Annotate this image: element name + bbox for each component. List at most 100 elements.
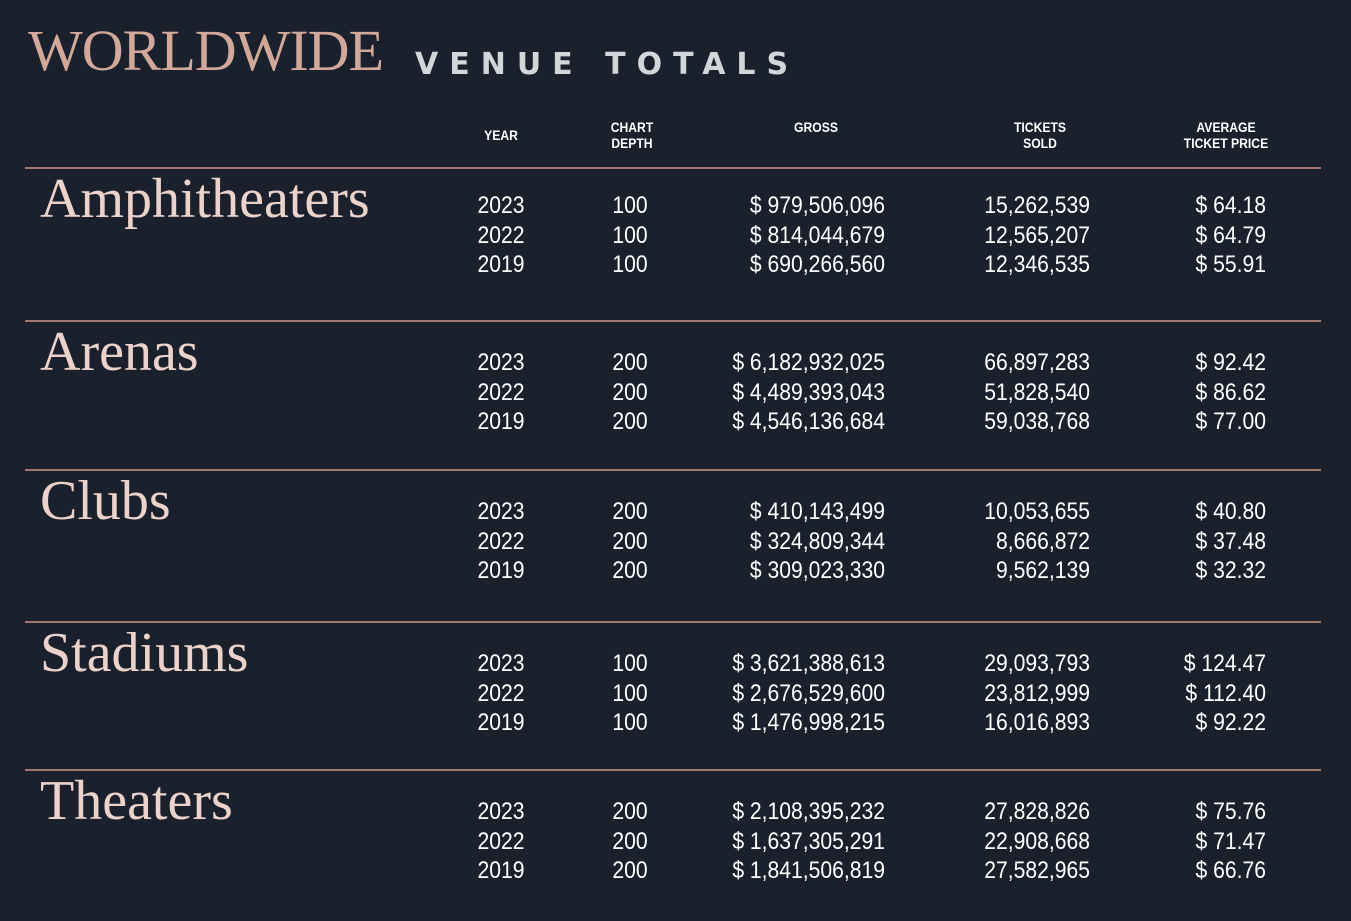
year-cell: 2023 — [477, 349, 525, 376]
table-row: 2022 200 $ 324,809,344 8,666,872 $ 37.48 — [25, 527, 1321, 557]
venue-name: Clubs — [40, 470, 171, 532]
average-price-cell: $ 77.00 — [1195, 408, 1266, 435]
header-average-ticket-price: AVERAGE TICKET PRICE — [1183, 120, 1269, 151]
average-price-cell: $ 64.18 — [1195, 192, 1266, 219]
table-row: 2023 200 $ 6,182,932,025 66,897,283 $ 92.42 — [25, 348, 1321, 378]
average-price-cell: $ 64.79 — [1195, 222, 1266, 249]
table-row: 2022 200 $ 1,637,305,291 22,908,668 $ 71.47 — [25, 827, 1321, 857]
chart-depth-cell: 200 — [612, 798, 648, 825]
chart-depth-cell: 100 — [612, 192, 648, 219]
year-cell: 2022 — [477, 379, 525, 406]
chart-depth-cell: 200 — [612, 379, 648, 406]
venue-section: Stadiums 2023 100 $ 3,621,388,613 29,093,793… — [25, 621, 1321, 773]
gross-cell: $ 2,108,395,232 — [732, 798, 885, 825]
chart-depth-cell: 200 — [612, 557, 648, 584]
section-divider — [25, 167, 1321, 169]
table-row: 2019 200 $ 1,841,506,819 27,582,965 $ 66.76 — [25, 856, 1321, 886]
tickets-sold-cell: 8,666,872 — [996, 528, 1090, 555]
year-cell: 2019 — [477, 709, 525, 736]
gross-cell: $ 1,841,506,819 — [732, 857, 885, 884]
year-cell: 2023 — [477, 650, 525, 677]
gross-cell: $ 4,489,393,043 — [732, 379, 885, 406]
chart-depth-cell: 200 — [612, 528, 648, 555]
chart-depth-cell: 100 — [612, 650, 648, 677]
header-chart-depth: CHART DEPTH — [610, 120, 654, 151]
venue-section: Amphitheaters 2023 100 $ 979,506,096 15,262,… — [25, 167, 1321, 319]
tickets-sold-cell: 59,038,768 — [984, 408, 1090, 435]
year-cell: 2022 — [477, 222, 525, 249]
chart-depth-cell: 100 — [612, 222, 648, 249]
section-divider — [25, 469, 1321, 471]
year-cell: 2019 — [477, 251, 525, 278]
tickets-sold-cell: 22,908,668 — [984, 828, 1090, 855]
year-cell: 2023 — [477, 798, 525, 825]
section-divider — [25, 320, 1321, 322]
chart-depth-cell: 200 — [612, 857, 648, 884]
venue-section: Theaters 2023 200 $ 2,108,395,232 27,828,826… — [25, 769, 1321, 921]
table-row: 2022 100 $ 2,676,529,600 23,812,999 $ 112.40 — [25, 679, 1321, 709]
table-row: 2022 100 $ 814,044,679 12,565,207 $ 64.79 — [25, 221, 1321, 251]
venue-section: Clubs 2023 200 $ 410,143,499 10,053,655 $ 40.… — [25, 469, 1321, 621]
average-price-cell: $ 55.91 — [1195, 251, 1266, 278]
year-cell: 2023 — [477, 498, 525, 525]
gross-cell: $ 324,809,344 — [749, 528, 885, 555]
year-cell: 2019 — [477, 408, 525, 435]
tickets-sold-cell: 23,812,999 — [984, 680, 1090, 707]
venue-name: Theaters — [40, 770, 233, 832]
table-row: 2023 200 $ 2,108,395,232 27,828,826 $ 75.76 — [25, 797, 1321, 827]
tickets-sold-cell: 16,016,893 — [984, 709, 1090, 736]
average-price-cell: $ 92.42 — [1195, 349, 1266, 376]
average-price-cell: $ 112.40 — [1185, 680, 1266, 707]
average-price-cell: $ 66.76 — [1195, 857, 1266, 884]
tickets-sold-cell: 9,562,139 — [996, 557, 1090, 584]
venue-name: Arenas — [40, 321, 199, 383]
table-row: 2019 100 $ 690,266,560 12,346,535 $ 55.91 — [25, 250, 1321, 280]
year-cell: 2022 — [477, 680, 525, 707]
header-tickets-sold: TICKETS SOLD — [1013, 120, 1066, 151]
table-row: 2022 200 $ 4,489,393,043 51,828,540 $ 86.62 — [25, 378, 1321, 408]
gross-cell: $ 309,023,330 — [749, 557, 885, 584]
gross-cell: $ 814,044,679 — [749, 222, 885, 249]
header-gross: GROSS — [794, 120, 838, 135]
chart-depth-cell: 200 — [612, 408, 648, 435]
gross-cell: $ 410,143,499 — [749, 498, 885, 525]
venue-section: Arenas 2023 200 $ 6,182,932,025 66,897,283 $ … — [25, 320, 1321, 472]
tickets-sold-cell: 29,093,793 — [984, 650, 1090, 677]
gross-cell: $ 4,546,136,684 — [732, 408, 885, 435]
section-divider — [25, 621, 1321, 623]
tickets-sold-cell: 15,262,539 — [984, 192, 1090, 219]
average-price-cell: $ 75.76 — [1195, 798, 1266, 825]
table-row: 2019 100 $ 1,476,998,215 16,016,893 $ 92.22 — [25, 708, 1321, 738]
table-row: 2023 200 $ 410,143,499 10,053,655 $ 40.80 — [25, 497, 1321, 527]
tickets-sold-cell: 27,582,965 — [984, 857, 1090, 884]
year-cell: 2022 — [477, 528, 525, 555]
gross-cell: $ 979,506,096 — [749, 192, 885, 219]
year-cell: 2022 — [477, 828, 525, 855]
tickets-sold-cell: 12,346,535 — [984, 251, 1090, 278]
table-row: 2023 100 $ 3,621,388,613 29,093,793 $ 124.47 — [25, 649, 1321, 679]
average-price-cell: $ 71.47 — [1195, 828, 1266, 855]
gross-cell: $ 3,621,388,613 — [732, 650, 885, 677]
average-price-cell: $ 40.80 — [1195, 498, 1266, 525]
average-price-cell: $ 124.47 — [1183, 650, 1266, 677]
chart-depth-cell: 100 — [612, 709, 648, 736]
gross-cell: $ 690,266,560 — [749, 251, 885, 278]
gross-cell: $ 1,637,305,291 — [732, 828, 885, 855]
gross-cell: $ 1,476,998,215 — [732, 709, 885, 736]
chart-depth-cell: 200 — [612, 349, 648, 376]
title-venue-totals: VENUE TOTALS — [415, 47, 800, 82]
table-row: 2019 200 $ 4,546,136,684 59,038,768 $ 77.00 — [25, 407, 1321, 437]
table-row: 2023 100 $ 979,506,096 15,262,539 $ 64.18 — [25, 191, 1321, 221]
chart-depth-cell: 200 — [612, 498, 648, 525]
venue-name: Stadiums — [40, 622, 249, 684]
tickets-sold-cell: 51,828,540 — [984, 379, 1090, 406]
title-worldwide: WORLDWIDE — [28, 18, 384, 83]
header-year: YEAR — [484, 128, 518, 143]
gross-cell: $ 6,182,932,025 — [732, 349, 885, 376]
venue-name: Amphitheaters — [40, 168, 370, 230]
chart-depth-cell: 100 — [612, 680, 648, 707]
table-row: 2019 200 $ 309,023,330 9,562,139 $ 32.32 — [25, 556, 1321, 586]
year-cell: 2023 — [477, 192, 525, 219]
tickets-sold-cell: 10,053,655 — [984, 498, 1090, 525]
gross-cell: $ 2,676,529,600 — [732, 680, 885, 707]
